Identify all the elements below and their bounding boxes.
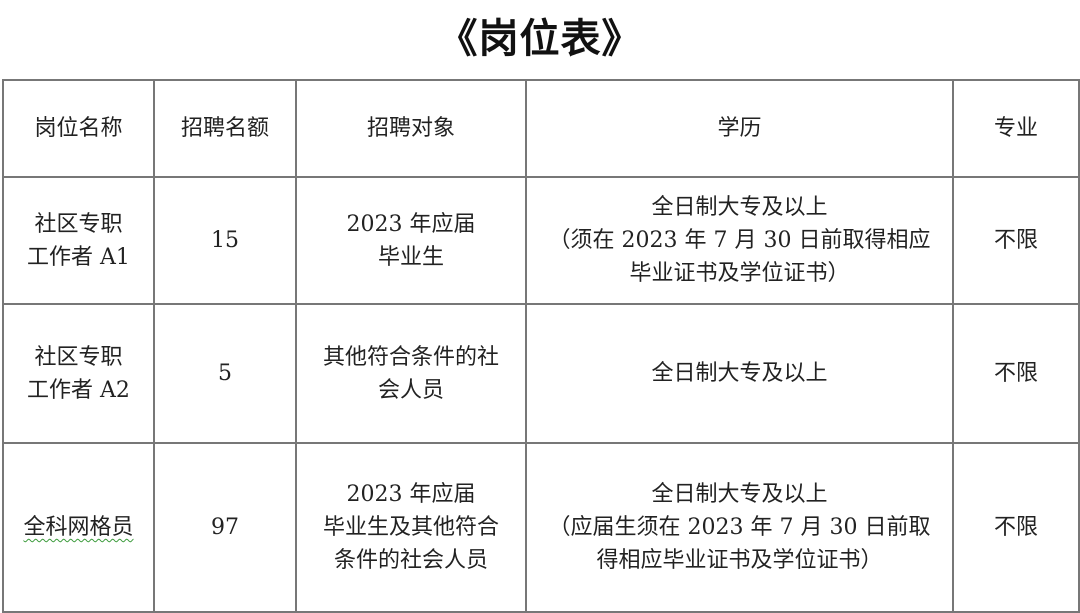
header-position: 岗位名称 bbox=[2, 79, 155, 178]
cell-position: 全科网格员 bbox=[2, 442, 155, 613]
cell-position: 社区专职 工作者 A2 bbox=[2, 303, 155, 444]
header-quota: 招聘名额 bbox=[153, 79, 297, 178]
text-line: 毕业证书及学位证书） bbox=[629, 261, 850, 286]
text-line: 工作者 A2 bbox=[27, 377, 130, 403]
table-row: 全科网格员 97 2023 年应届 毕业生及其他符合 条件的社会人员 全日制大专… bbox=[2, 442, 1080, 613]
position-table: 岗位名称 招聘名额 招聘对象 学历 专业 社区专职 工作者 A1 15 2023… bbox=[2, 79, 1080, 613]
text-line: 会人员 bbox=[377, 377, 444, 403]
text-line: 毕业生及其他符合 bbox=[322, 515, 499, 540]
cell-education: 全日制大专及以上 （应届生须在 2023 年 7 月 30 日前取 得相应毕业证… bbox=[525, 442, 954, 613]
text-line: 其他符合条件的社 bbox=[322, 344, 499, 370]
text-line: （应届生须在 2023 年 7 月 30 日前取 bbox=[548, 515, 931, 540]
table-row: 社区专职 工作者 A1 15 2023 年应届 毕业生 全日制大专及以上 （须在… bbox=[2, 176, 1080, 305]
text-line: 2023 年应届 bbox=[346, 211, 476, 237]
header-target: 招聘对象 bbox=[295, 79, 527, 178]
table-header-row: 岗位名称 招聘名额 招聘对象 学历 专业 bbox=[2, 79, 1080, 178]
text-line: 工作者 A1 bbox=[27, 244, 130, 270]
text-line: 社区专职 bbox=[34, 344, 123, 370]
text-line: 全科网格员 bbox=[23, 515, 134, 540]
text-line: 2023 年应届 bbox=[346, 482, 476, 507]
page-title: 《岗位表》 bbox=[437, 16, 643, 62]
text-line: 全日制大专及以上 bbox=[651, 482, 828, 507]
cell-target: 2023 年应届 毕业生及其他符合 条件的社会人员 bbox=[295, 442, 527, 613]
text-line: 毕业生 bbox=[377, 244, 444, 270]
table-row: 社区专职 工作者 A2 5 其他符合条件的社 会人员 全日制大专及以上 不限 bbox=[2, 303, 1080, 444]
cell-target: 2023 年应届 毕业生 bbox=[295, 176, 527, 305]
cell-major: 不限 bbox=[952, 303, 1080, 444]
text-line: 得相应毕业证书及学位证书） bbox=[596, 548, 883, 573]
cell-quota: 15 bbox=[153, 176, 297, 305]
text-line: 条件的社会人员 bbox=[333, 548, 488, 573]
cell-quota: 5 bbox=[153, 303, 297, 444]
text-line: （须在 2023 年 7 月 30 日前取得相应 bbox=[548, 228, 931, 253]
cell-major: 不限 bbox=[952, 442, 1080, 613]
text-line: 全日制大专及以上 bbox=[651, 361, 828, 386]
cell-position: 社区专职 工作者 A1 bbox=[2, 176, 155, 305]
cell-education: 全日制大专及以上 （须在 2023 年 7 月 30 日前取得相应 毕业证书及学… bbox=[525, 176, 954, 305]
header-major: 专业 bbox=[952, 79, 1080, 178]
cell-major: 不限 bbox=[952, 176, 1080, 305]
header-education: 学历 bbox=[525, 79, 954, 178]
text-line: 社区专职 bbox=[34, 211, 123, 237]
cell-quota: 97 bbox=[153, 442, 297, 613]
cell-education: 全日制大专及以上 bbox=[525, 303, 954, 444]
text-line: 全日制大专及以上 bbox=[651, 195, 828, 220]
cell-target: 其他符合条件的社 会人员 bbox=[295, 303, 527, 444]
